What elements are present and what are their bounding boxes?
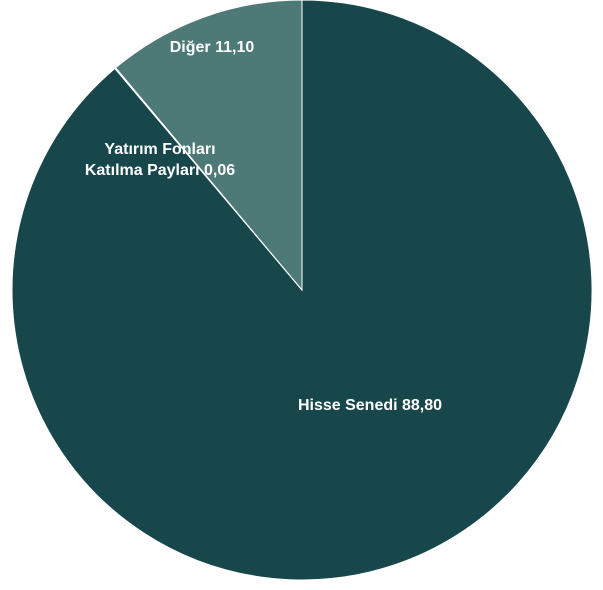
pie-slice-3 — [114, 0, 303, 292]
slice-label-line: Yatırım Fonları — [104, 141, 215, 158]
slice-labels: Hisse Senedi 88,80 Yatırım Fonları Katılma… — [85, 39, 442, 414]
pie-slices — [11, 0, 593, 581]
slice-label-2: Yatırım Fonları Katılma Payları 0,06 — [85, 141, 235, 179]
slice-label-1: Hisse Senedi 88,80 — [298, 397, 442, 414]
slice-label-line: Katılma Payları 0,06 — [85, 162, 235, 179]
slice-label-line: Hisse Senedi 88,80 — [298, 397, 442, 414]
slice-label-3: Diğer 11,10 — [170, 39, 255, 56]
slice-label-line: Diğer 11,10 — [170, 39, 255, 56]
